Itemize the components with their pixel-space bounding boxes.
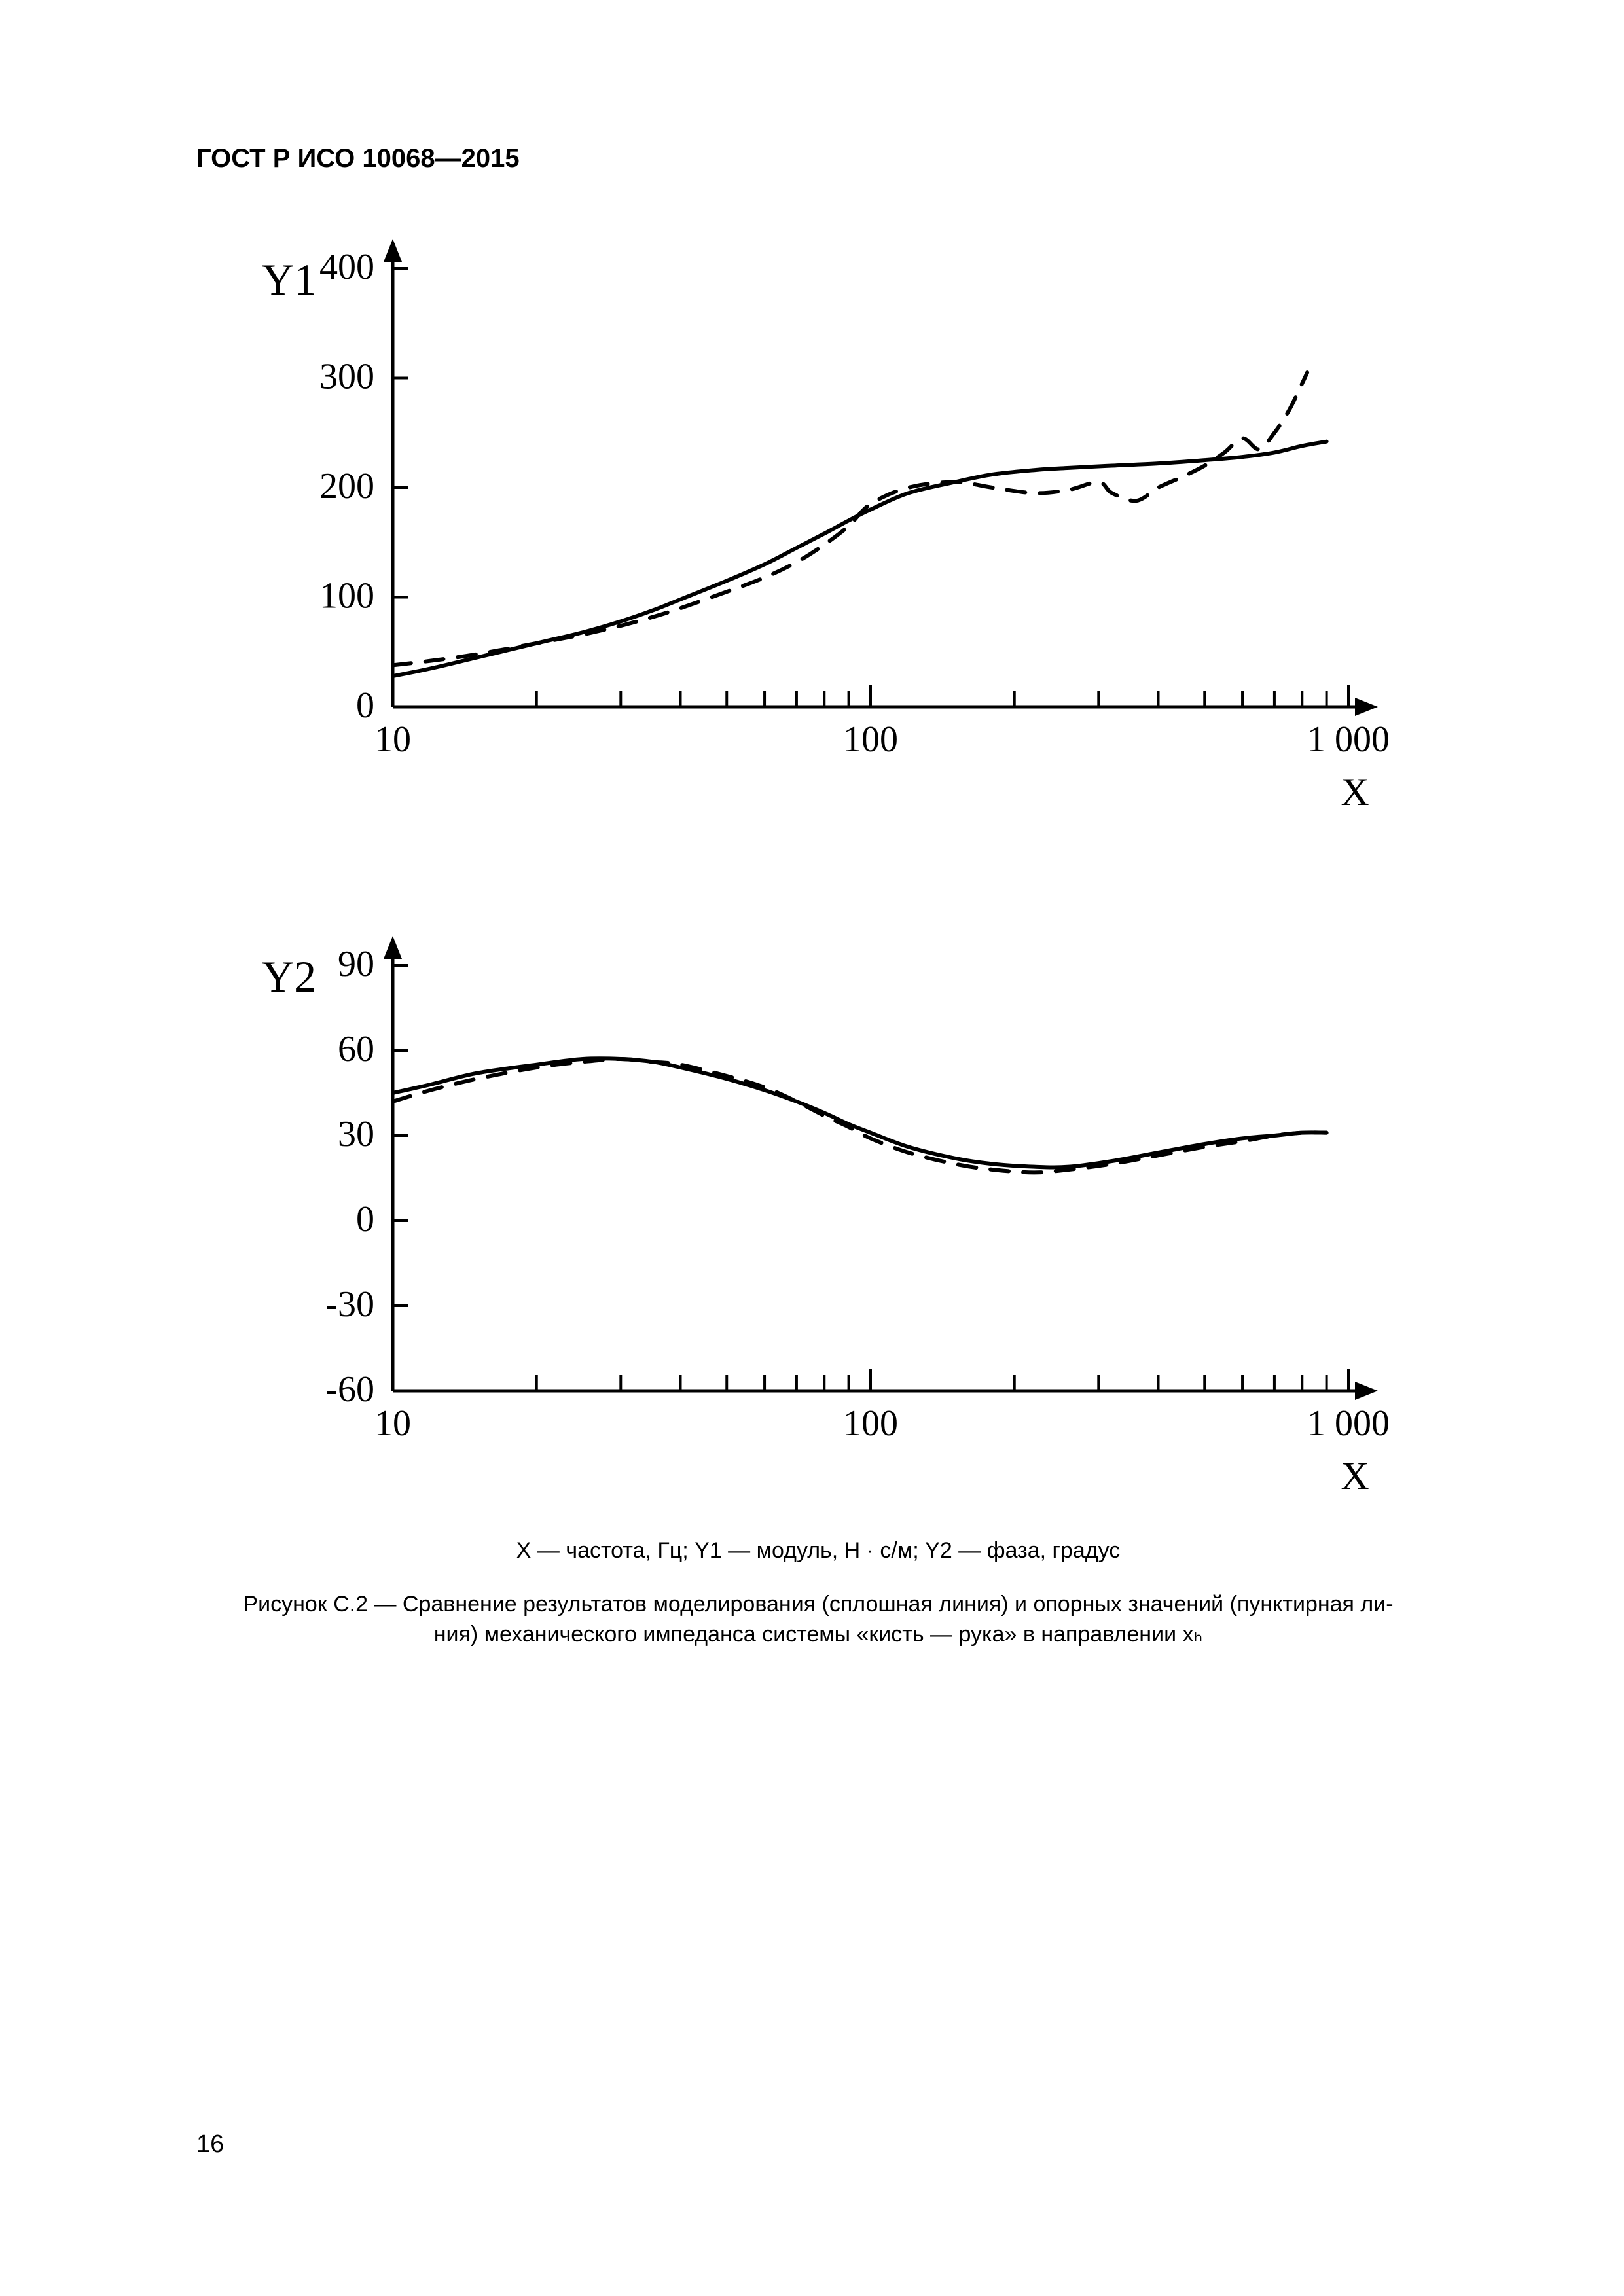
svg-text:Y2: Y2	[262, 952, 316, 1001]
svg-text:200: 200	[319, 466, 374, 507]
caption-line-1: Рисунок C.2 — Сравнение результатов моде…	[243, 1592, 1393, 1617]
page-number: 16	[196, 2130, 224, 2159]
svg-text:X: X	[1341, 770, 1369, 814]
document-header: ГОСТ Р ИСО 10068—2015	[196, 144, 520, 173]
svg-text:10: 10	[374, 719, 411, 760]
svg-text:Y1: Y1	[262, 255, 316, 304]
modulus-chart: 0 100 200 300 400 10 100 1 000 Y1 X	[196, 223, 1440, 825]
svg-text:100: 100	[843, 1403, 898, 1444]
svg-text:100: 100	[319, 576, 374, 617]
svg-text:60: 60	[338, 1029, 374, 1069]
svg-text:100: 100	[843, 719, 898, 760]
svg-text:X: X	[1341, 1454, 1369, 1498]
axis-legend: X — частота, Гц; Y1 — модуль, Н · с/м; Y…	[196, 1538, 1440, 1564]
svg-text:1 000: 1 000	[1307, 1403, 1390, 1444]
svg-text:30: 30	[338, 1114, 374, 1155]
svg-text:-60: -60	[325, 1369, 374, 1410]
svg-text:-30: -30	[325, 1284, 374, 1325]
svg-text:400: 400	[319, 247, 374, 287]
svg-text:0: 0	[356, 1199, 374, 1240]
svg-text:1 000: 1 000	[1307, 719, 1390, 760]
svg-text:10: 10	[374, 1403, 411, 1444]
page-root: ГОСТ Р ИСО 10068—2015 010020030040010100…	[0, 0, 1624, 2296]
svg-text:300: 300	[319, 357, 374, 397]
svg-text:90: 90	[338, 944, 374, 984]
figure-wrap: 0 100 200 300 400 10 100 1 000 Y1 X -60 -30 0 30 60 90…	[196, 223, 1440, 1650]
caption-line-2: ния) механического импеданса системы «ки…	[434, 1622, 1203, 1647]
figure-caption: Рисунок C.2 — Сравнение результатов моде…	[196, 1590, 1440, 1650]
svg-text:0: 0	[356, 685, 374, 726]
phase-chart: -60 -30 0 30 60 90 10 100 1 000 Y2 X	[196, 920, 1440, 1509]
